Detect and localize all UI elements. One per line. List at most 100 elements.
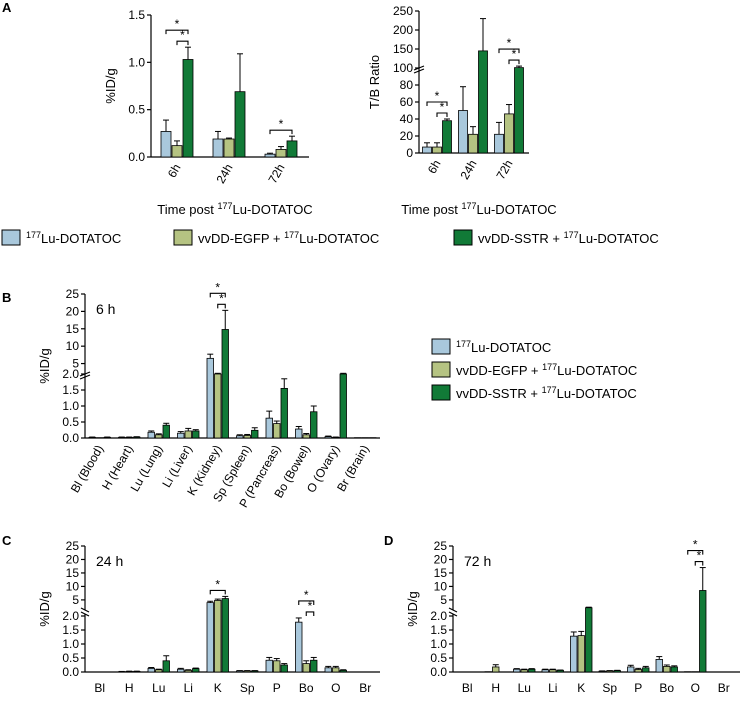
chart-a-right-bar <box>494 133 504 154</box>
chart-d-significance-star: * <box>693 538 698 552</box>
legend-swatch <box>431 384 451 401</box>
chart-a-left-ytick-label: 1.5 <box>128 8 145 22</box>
chart-d-ytick-label: 0.5 <box>430 651 447 665</box>
chart-c-bar <box>295 621 303 673</box>
chart-c-bar <box>332 667 340 673</box>
legend-label-suffix: Lu-DOTATOC <box>557 363 637 378</box>
chart-d-axis-break-mark <box>448 607 458 613</box>
chart-b-bar <box>236 435 244 439</box>
chart-b-bar <box>302 434 310 439</box>
chart-d-ytick-label: 25 <box>434 539 448 553</box>
chart-a-left-xtick-label: 72h <box>265 162 287 186</box>
chart-c-ytick-label: 1.0 <box>62 637 79 651</box>
chart-a-right-ylabel: T/B Ratio <box>367 55 382 109</box>
chart-a-right-bar <box>478 50 488 154</box>
legend-label-superscript: 177 <box>284 230 299 240</box>
chart-a-left-ytick-label: 1.0 <box>128 55 145 69</box>
chart-a-right-significance-bracket <box>436 112 448 117</box>
chart-b-ytick-label: 1.5 <box>62 383 79 397</box>
legend-label: 177Lu-DOTATOC <box>456 339 551 355</box>
chart-b-bar <box>192 430 200 439</box>
legend-label: vvDD-EGFP + 177Lu-DOTATOC <box>198 230 379 246</box>
chart-a-right-bar <box>422 146 432 154</box>
chart-b-bar <box>310 411 318 439</box>
chart-a-left-significance-bracket <box>165 29 189 35</box>
legend-label-suffix: Lu-DOTATOC <box>557 386 637 401</box>
chart-d-axis-break-mark <box>448 611 458 617</box>
chart-d-ytick-label: 1.0 <box>430 637 447 651</box>
chart-a-right-ytick-label: 20 <box>400 129 414 143</box>
chart-a-left-significance-star: * <box>180 28 185 42</box>
xlabel-superscript: 177 <box>217 201 232 211</box>
chart-c-bar <box>162 660 170 673</box>
chart-c-bar <box>324 667 332 673</box>
chart-b-ytick-label: 5 <box>72 357 79 371</box>
chart-b-bar <box>324 436 332 439</box>
chart-c-bar <box>214 600 222 673</box>
chart-d-xtick-label: Li <box>548 681 557 695</box>
chart-c-xtick-label: Li <box>184 681 193 695</box>
chart-c-xtick-label: O <box>331 681 340 695</box>
chart-b-ytick-label: 20 <box>66 304 80 318</box>
xlabel-superscript: 177 <box>461 201 476 211</box>
chart-a-right-significance-star: * <box>512 47 517 61</box>
chart-a-right-xtick-label: 24h <box>457 158 479 182</box>
chart-b-bar <box>273 423 281 439</box>
legend-label: 177Lu-DOTATOC <box>26 230 121 246</box>
chart-b-bar <box>280 387 288 439</box>
chart-c-bar <box>221 598 229 673</box>
chart-c-xtick-label: H <box>125 681 134 695</box>
legend-label-superscript: 177 <box>564 230 579 240</box>
chart-b-ylabel: %ID/g <box>37 348 52 383</box>
chart-c-ytick-label: 5 <box>72 593 79 607</box>
legend-label-suffix: Lu-DOTATOC <box>299 231 379 246</box>
chart-c-bar <box>192 668 200 673</box>
chart-a-left-bar <box>212 138 224 158</box>
chart-d-xtick-label: Sp <box>602 681 617 695</box>
chart-b-bar <box>184 430 192 439</box>
chart-d-bar <box>655 659 663 673</box>
chart-a-right-bar <box>432 146 442 154</box>
chart-a-right-axis-break-mark <box>413 68 425 74</box>
chart-a-right-bar <box>514 67 524 154</box>
chart-b-ytick-label: 25 <box>66 287 80 301</box>
chart-d-bar <box>513 668 521 673</box>
chart-d-ytick-label: 20 <box>434 552 448 566</box>
chart-b-bar <box>177 432 185 439</box>
chart-c-ytick-label: 2.0 <box>62 609 79 623</box>
chart-b-bar <box>147 431 155 439</box>
chart-b-ytick-label: 15 <box>66 322 80 336</box>
chart-b-bar <box>206 357 214 439</box>
legend-swatch <box>173 229 193 246</box>
chart-b-bar <box>295 428 303 439</box>
chart-c-bar <box>280 664 288 673</box>
chart-d-bar <box>699 590 707 673</box>
chart-d-xtick-label: Br <box>718 681 730 695</box>
chart-a-left-bar <box>286 140 298 158</box>
chart-d-ytick-label: 1.5 <box>430 623 447 637</box>
chart-a-right-ytick-label: 0 <box>406 146 413 160</box>
xlabel-prefix: Time post <box>157 202 217 217</box>
panel-label-b: B <box>2 290 11 305</box>
chart-a-left-bar <box>223 138 235 158</box>
chart-b-bar <box>214 373 222 439</box>
chart-d-significance-star: * <box>697 549 702 563</box>
legend-label: vvDD-SSTR + 177Lu-DOTATOC <box>456 385 637 401</box>
chart-b-ytick-label: 1.0 <box>62 399 79 413</box>
legend-swatch <box>431 361 451 378</box>
chart-d-title: 72 h <box>464 553 491 569</box>
chart-c-ytick-label: 0.5 <box>62 651 79 665</box>
chart-c-significance-star: * <box>308 599 313 613</box>
chart-c-xtick-label: Br <box>359 681 371 695</box>
legend-swatch <box>453 229 473 246</box>
chart-d-bar <box>577 635 585 673</box>
legend-label-suffix: Lu-DOTATOC <box>471 340 551 355</box>
chart-d-bar <box>528 668 536 673</box>
chart-c-bar <box>147 667 155 673</box>
chart-a-right-significance-star: * <box>440 100 445 114</box>
chart-c-bar <box>184 669 192 673</box>
chart-a-right-ytick-label: 250 <box>393 4 413 18</box>
chart-c-bar <box>177 668 185 673</box>
chart-a-right-ytick-label: 60 <box>400 95 414 109</box>
chart-b-ytick-label: 0.5 <box>62 415 79 429</box>
